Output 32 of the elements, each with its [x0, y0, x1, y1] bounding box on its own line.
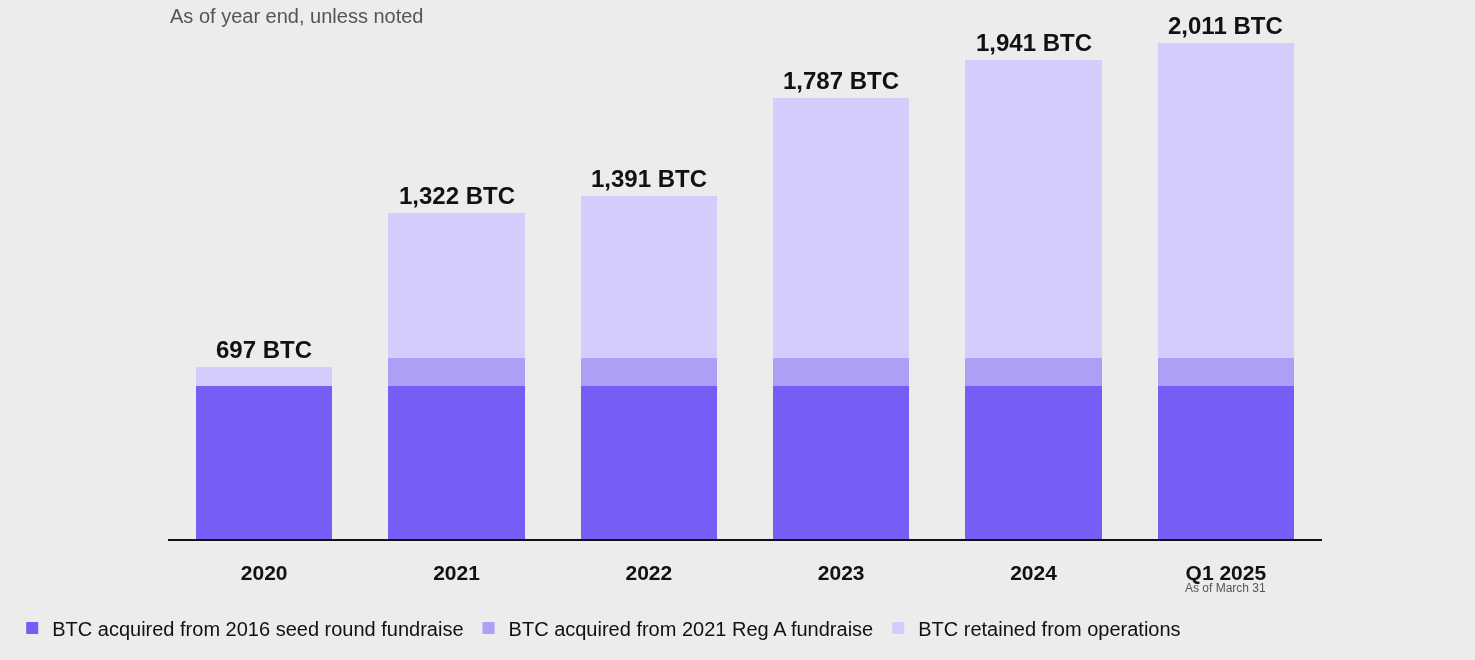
legend-label: BTC acquired from 2021 Reg A fundraise	[508, 617, 874, 640]
x-tick-label: 2020	[240, 560, 288, 584]
annotation: 1,787 BTC	[783, 67, 900, 94]
bar	[965, 386, 1102, 539]
bar	[1157, 358, 1295, 387]
bar	[580, 195, 718, 359]
bar	[195, 367, 333, 387]
bar	[195, 386, 333, 539]
bar	[965, 358, 1102, 387]
bar	[1157, 43, 1295, 359]
x-tick-label: 2023	[817, 560, 865, 584]
x-tick-label: 2024	[1010, 560, 1058, 584]
bar	[388, 358, 525, 387]
annotation: 2,011 BTC	[1168, 12, 1283, 39]
bar	[965, 60, 1102, 359]
bar	[772, 358, 910, 387]
bar	[388, 213, 525, 359]
annotation: 1,322 BTC	[399, 182, 516, 209]
bar	[1157, 386, 1295, 539]
annotation: 697 BTC	[216, 336, 313, 363]
bar	[772, 386, 910, 539]
x-tick-label: 2021	[433, 560, 481, 584]
annotation: 1,391 BTC	[591, 165, 708, 192]
annotation: 1,941 BTC	[976, 29, 1093, 56]
legend-label: BTC retained from operations	[918, 617, 1181, 640]
bar	[772, 98, 910, 359]
bar	[388, 386, 525, 539]
x-tick-label: 2022	[625, 560, 673, 584]
chart-subtitle: As of year end, unless noted	[170, 5, 424, 27]
legend-label: BTC acquired from 2016 seed round fundraise	[52, 617, 464, 640]
bar	[580, 358, 718, 387]
bar	[580, 386, 718, 539]
